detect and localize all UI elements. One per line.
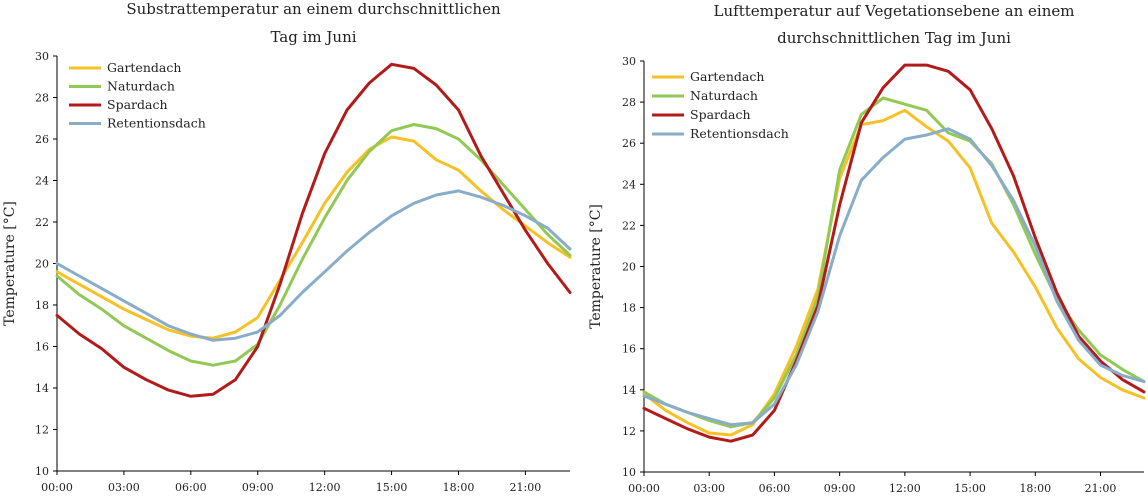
x-tick-label: 21:00	[1085, 482, 1117, 495]
x-tick-label: 15:00	[954, 482, 986, 495]
series-line-spardach	[642, 63, 1146, 443]
x-tick-label: 00:00	[41, 481, 73, 494]
legend-label-retentionsdach: Retentionsdach	[690, 126, 789, 141]
x-tick-label: 00:00	[628, 482, 660, 495]
legend-label-spardach: Spardach	[690, 107, 751, 122]
x-tick-label: 09:00	[824, 482, 856, 495]
x-tick-label: 15:00	[376, 481, 408, 494]
legend-label-gartendach: Gartendach	[107, 60, 181, 75]
x-tick-label: 06:00	[175, 481, 207, 494]
series-line-spardach	[55, 62, 572, 398]
legend-label-retentionsdach: Retentionsdach	[107, 116, 206, 131]
x-tick-label: 12:00	[309, 481, 341, 494]
y-tick-label: 22	[622, 219, 636, 232]
y-tick-label: 30	[35, 50, 49, 63]
series-line-retentionsdach	[55, 189, 572, 342]
x-tick-label: 06:00	[759, 482, 791, 495]
x-tick-label: 03:00	[108, 481, 140, 494]
series-line-retentionsdach	[642, 127, 1146, 427]
series-line-gartendach	[642, 108, 1146, 437]
y-tick-label: 18	[622, 302, 636, 315]
series-line-naturdach	[642, 96, 1146, 429]
y-tick-label: 10	[622, 466, 636, 479]
x-tick-label: 18:00	[1019, 482, 1051, 495]
y-tick-label: 26	[35, 133, 49, 146]
y-tick-label: 24	[35, 175, 49, 188]
y-axis-label: Temperature [°C]	[2, 201, 18, 326]
y-tick-label: 14	[622, 384, 636, 397]
y-tick-label: 20	[622, 261, 636, 274]
y-tick-label: 16	[622, 343, 636, 356]
chart-title-line: Lufttemperatur auf Vegetationsebene an e…	[714, 2, 1075, 20]
y-tick-label: 22	[35, 216, 49, 229]
x-tick-label: 21:00	[510, 481, 542, 494]
y-tick-label: 28	[622, 96, 636, 109]
legend-label-gartendach: Gartendach	[690, 69, 764, 84]
legend-label-naturdach: Naturdach	[107, 79, 175, 94]
y-tick-label: 12	[35, 424, 49, 437]
y-tick-label: 18	[35, 299, 49, 312]
x-tick-label: 03:00	[693, 482, 725, 495]
x-tick-label: 18:00	[443, 481, 475, 494]
substrate-temperature-chart: Substrattemperatur an einem durchschnitt…	[2, 0, 572, 494]
legend-label-naturdach: Naturdach	[690, 88, 758, 103]
y-tick-label: 20	[35, 258, 49, 271]
y-tick-label: 28	[35, 92, 49, 105]
y-tick-label: 30	[622, 55, 636, 68]
legend: Gartendach Naturdach Spardach Retentionsdac…	[652, 69, 789, 141]
legend-label-spardach: Spardach	[107, 97, 168, 112]
series-line-gartendach	[55, 135, 572, 340]
series-line-naturdach	[55, 123, 572, 367]
y-tick-label: 12	[622, 425, 636, 438]
y-tick-label: 14	[35, 382, 49, 395]
legend: Gartendach Naturdach Spardach Retentionsdac…	[69, 60, 206, 131]
y-tick-label: 24	[622, 178, 636, 191]
x-tick-label: 09:00	[242, 481, 274, 494]
y-tick-label: 10	[35, 465, 49, 478]
chart-title-line: Tag im Juni	[270, 28, 356, 46]
chart-title-line: durchschnittlichen Tag im Juni	[777, 29, 1011, 47]
y-tick-label: 26	[622, 137, 636, 150]
y-tick-label: 16	[35, 341, 49, 354]
chart-title-line: Substrattemperatur an einem durchschnitt…	[126, 0, 501, 18]
x-tick-label: 12:00	[889, 482, 921, 495]
y-axis-label: Temperature [°C]	[588, 204, 604, 329]
air-temperature-chart: Lufttemperatur auf Vegetationsebene an e…	[588, 2, 1146, 495]
